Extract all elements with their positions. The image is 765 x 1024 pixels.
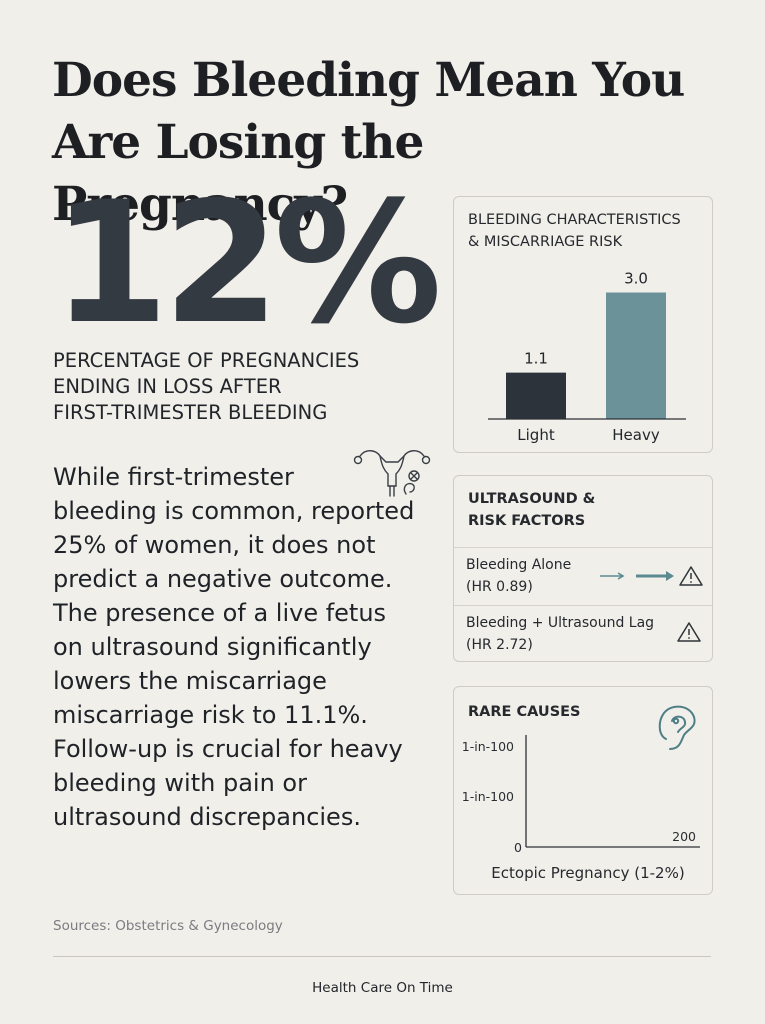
headline-stat: 12%	[52, 165, 442, 361]
body-line: predict a negative outcome.	[53, 565, 393, 593]
risk-row-bleeding-ultrasound-lag: Bleeding + Ultrasound Lag (HR 2.72)	[454, 605, 712, 661]
body-line: lowers the miscarriage	[53, 667, 327, 695]
short-arrow-icon	[600, 572, 625, 580]
caption-line: FIRST-TRIMESTER BLEEDING	[53, 401, 328, 424]
bar-value-label: 3.0	[624, 270, 648, 288]
footer-brand: Health Care On Time	[312, 980, 453, 996]
body-line: ultrasound discrepancies.	[53, 803, 361, 831]
divider	[53, 956, 711, 957]
warning-icon	[679, 566, 703, 586]
caption-line: ENDING IN LOSS AFTER	[53, 375, 282, 398]
y-tick-label: 1-in-100	[462, 789, 514, 804]
ear-icon	[658, 705, 696, 750]
body-line: 25% of women, it does not	[53, 531, 376, 559]
category-label: Light	[517, 426, 555, 444]
sources-note: Sources: Obstetrics & Gynecology	[53, 918, 283, 934]
card-title-line: ULTRASOUND &	[468, 491, 596, 507]
body-line: While first-trimester	[53, 463, 294, 491]
ultrasound-risk-card: ULTRASOUND & RISK FACTORS Bleeding Alone…	[453, 475, 713, 662]
y-tick-label: 0	[514, 840, 522, 855]
rare-causes-card: RARE CAUSES 1-in-100 1-in-100 0 200 Ecto…	[453, 686, 713, 895]
bleeding-risk-card: BLEEDING CHARACTERISTICS & MISCARRIAGE R…	[453, 196, 713, 453]
rare-causes-title: RARE CAUSES	[468, 704, 581, 720]
body-line: miscarriage risk to 11.1%.	[53, 701, 368, 729]
y-tick-label: 1-in-100	[462, 739, 514, 754]
uterus-icon	[353, 450, 431, 497]
x-axis-label: Ectopic Pregnancy (1-2%)	[491, 864, 684, 882]
category-label: Heavy	[612, 426, 660, 444]
bleeding-card-title: BLEEDING CHARACTERISTICS & MISCARRIAGE R…	[468, 209, 681, 253]
body-paragraph: While first-trimester bleeding is common…	[53, 460, 448, 834]
bar-value-label: 1.1	[524, 350, 548, 368]
body-line: The presence of a live fetus	[53, 599, 387, 627]
body-line: on ultrasound significantly	[53, 633, 372, 661]
card-title-line: BLEEDING CHARACTERISTICS	[468, 212, 681, 228]
body-line: Follow-up is crucial for heavy	[53, 735, 403, 763]
risk-row-label-line: (HR 2.72)	[466, 637, 533, 653]
card-title-line: & MISCARRIAGE RISK	[468, 234, 623, 250]
risk-row-bleeding-alone: Bleeding Alone (HR 0.89)	[454, 547, 712, 605]
ultrasound-card-title: ULTRASOUND & RISK FACTORS	[468, 488, 595, 532]
risk-row-label-line: (HR 0.89)	[466, 579, 533, 595]
long-arrow-icon	[636, 571, 674, 581]
warning-icon	[677, 622, 701, 642]
headline-stat-caption: PERCENTAGE OF PREGNANCIES ENDING IN LOSS…	[53, 348, 433, 426]
bar-light	[506, 372, 566, 419]
trend-arrows	[600, 566, 703, 586]
risk-row-label: Bleeding Alone (HR 0.89)	[466, 554, 571, 598]
page-title: Does Bleeding Mean You Are Losing the Pr…	[52, 53, 685, 232]
risk-row-label-line: Bleeding + Ultrasound Lag	[466, 615, 655, 631]
caption-line: PERCENTAGE OF PREGNANCIES	[53, 349, 360, 372]
risk-row-label-line: Bleeding Alone	[466, 557, 572, 573]
body-line: bleeding with pain or	[53, 769, 307, 797]
body-line: bleeding is common, reported	[53, 497, 415, 525]
x-tick-label: 200	[672, 829, 696, 844]
bar-heavy	[606, 292, 666, 419]
rare-causes-chart: 1-in-100 1-in-100 0 200 Ectopic Pregnanc…	[462, 735, 700, 882]
risk-row-label: Bleeding + Ultrasound Lag (HR 2.72)	[466, 612, 654, 656]
card-title-line: RISK FACTORS	[468, 513, 586, 529]
bleeding-bar-chart: 1.1 Light 3.0 Heavy	[488, 270, 686, 444]
